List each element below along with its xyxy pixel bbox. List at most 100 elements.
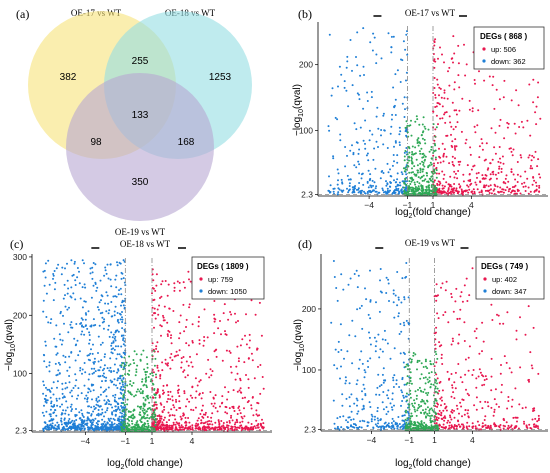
plot-c-point-down [112,340,115,343]
plot-c-point-down [88,388,91,391]
plot-c-point-up [166,335,169,337]
plot-b-point-up [438,172,441,175]
plot-b-point-down [364,119,367,122]
plot-c-point-down [78,282,81,285]
plot-b-point-up [477,109,480,112]
plot-b-point-up [455,113,458,116]
plot-c-point-down [122,339,124,341]
plot-d-point-ns [422,424,425,427]
plot-c-x-tick-label: −1 [120,436,130,446]
plot-d-point-up [465,277,468,280]
plot-c-point-up [178,337,181,340]
plot-c-point-up [199,413,202,415]
plot-c-point-down [44,344,47,347]
plot-b-point-down [392,154,395,156]
plot-b-point-up [509,147,512,150]
plot-c-point-up [226,424,229,427]
plot-c-point-down [122,406,125,409]
plot-c-point-ns [120,421,123,424]
plot-c-point-ns [123,408,126,411]
plot-c-point-up [257,423,260,425]
plot-c-point-up [166,294,169,297]
plot-c-point-up [243,427,246,429]
plot-d-point-up [441,363,444,365]
plot-c-point-down [110,351,113,354]
plot-c-ylabel: −log10(qval) [4,319,17,371]
plot-d-x-tick-label: 4 [470,435,475,445]
plot-c-y-tick-label: 300 [13,252,27,262]
plot-c-point-down [66,292,69,295]
plot-c-point-down [121,299,124,302]
plot-c-point-up [155,406,158,409]
plot-d-point-down [403,298,406,301]
plot-c-point-down [57,361,60,364]
plot-c-point-ns [137,426,140,429]
plot-b-point-down [367,169,370,172]
plot-b-point-up [445,181,448,184]
plot-b-point-ns [408,159,410,162]
plot-b-point-down [396,154,399,157]
plot-c-point-down [118,261,121,264]
plot-d-point-up [480,428,482,431]
plot-d-point-up [456,425,458,428]
plot-c-point-up [201,426,204,429]
plot-c-point-down [76,267,79,269]
plot-c-point-up [253,377,256,380]
plot-c-point-down [45,394,47,397]
plot-d-point-up [475,386,478,389]
plot-b-point-ns [406,131,409,134]
plot-b-point-up [433,179,436,182]
plot-c-point-down [81,372,83,375]
plot-c-point-down [61,403,63,406]
plot-d-point-up [535,425,538,428]
plot-d-point-up [483,379,486,381]
plot-c-point-down [99,366,102,369]
plot-c-point-up [175,409,178,411]
plot-d-point-up [444,311,447,314]
plot-d-point-ns [414,390,417,393]
plot-c-point-up [156,364,159,367]
plot-b-point-ns [410,171,413,174]
plot-d-point-up [515,338,518,341]
plot-b-point-down [366,100,369,102]
plot-c-point-down [99,393,102,396]
plot-c-point-ns [154,424,157,427]
plot-c-point-up [175,421,178,424]
plot-d-point-ns [430,407,433,410]
plot-d-point-down [367,366,370,368]
plot-b-point-up [507,122,510,125]
plot-c-point-up [169,428,172,431]
plot-c-point-up [235,428,238,431]
plot-b-point-down [366,152,369,155]
plot-d-point-ns [406,375,409,378]
plot-c-point-up [216,410,219,413]
plot-b-point-down [404,108,406,111]
plot-d-point-down [395,379,398,382]
plot-d-point-up [452,391,455,394]
plot-b-point-ns [419,152,422,155]
plot-d-point-up [499,372,502,375]
plot-c-point-down [90,413,93,416]
plot-b-point-ns [416,180,419,183]
plot-c-point-up [219,428,222,431]
plot-d-point-up [502,322,505,325]
plot-c-point-up [200,422,202,425]
plot-b-point-down [374,187,377,190]
plot-c-point-up [156,308,159,311]
plot-b-point-up [498,98,501,101]
plot-d-point-up [452,310,455,313]
plot-b-point-up [475,183,478,186]
plot-c-point-down [103,367,106,370]
plot-c-point-down [100,359,103,362]
plot-c-point-down [71,274,74,277]
plot-b-point-ns [434,193,437,196]
plot-b-point-up [523,181,526,184]
plot-d-point-down [395,423,398,426]
plot-c-point-up [182,370,185,373]
plot-d-point-up [500,391,503,394]
plot-d-point-ns [414,353,417,356]
plot-c-point-up [257,402,260,405]
plot-b-point-up [451,57,454,60]
plot-c-point-up [160,295,163,298]
plot-b-point-up [478,145,481,148]
